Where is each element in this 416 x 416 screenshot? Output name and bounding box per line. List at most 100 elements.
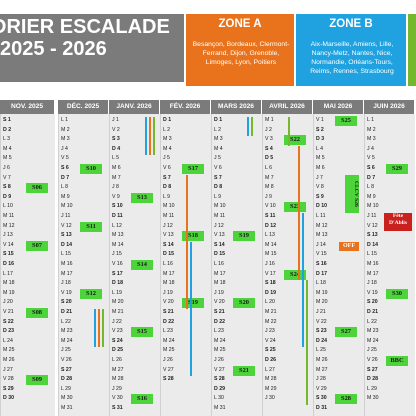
day-cell: S 18 bbox=[265, 280, 276, 287]
day-cell: V 20 bbox=[214, 299, 225, 306]
holiday-bar bbox=[149, 117, 151, 156]
day-cell: D 16 bbox=[3, 261, 14, 267]
month-column-7: L 1 M 2 M 3 J 4 V 5 S 6 D 7 L 8 M 9 M 10 J 11 V 12 S… bbox=[364, 114, 415, 416]
day-cell: D 25 bbox=[112, 347, 123, 354]
day-cell: D 3 bbox=[316, 136, 325, 143]
day-cell: J 12 bbox=[214, 222, 224, 229]
month-header-6: MAI 2026 bbox=[313, 100, 363, 114]
day-cell: M 12 bbox=[3, 222, 15, 229]
day-cell: J 27 bbox=[3, 366, 13, 373]
day-cell: L 23 bbox=[163, 328, 173, 335]
day-cell: D 24 bbox=[316, 337, 327, 344]
day-cell: V 29 bbox=[316, 385, 327, 392]
day-cell: D 14 bbox=[61, 241, 72, 248]
day-cell: J 5 bbox=[163, 155, 170, 162]
day-cell: M 24 bbox=[367, 337, 379, 344]
day-cell: J 22 bbox=[112, 318, 122, 325]
day-cell: S 13 bbox=[367, 232, 378, 239]
day-cell: M 15 bbox=[265, 251, 277, 258]
day-cell: M 16 bbox=[61, 261, 73, 267]
day-cell: J 8 bbox=[112, 184, 119, 191]
day-cell: M 19 bbox=[3, 289, 15, 296]
title-band bbox=[0, 14, 184, 82]
day-cell: V 28 bbox=[3, 376, 14, 383]
holiday-bar bbox=[288, 117, 290, 146]
day-cell: S 21 bbox=[214, 309, 225, 315]
day-cell: V 26 bbox=[61, 357, 72, 363]
holiday-bar bbox=[298, 145, 300, 281]
month-header-5: AVRIL 2026 bbox=[262, 100, 312, 114]
day-cell: V 19 bbox=[61, 289, 72, 296]
day-cell: M 8 bbox=[265, 184, 274, 191]
day-cell: S 27 bbox=[367, 366, 378, 373]
day-cell: L 8 bbox=[61, 184, 69, 191]
day-cell: L 6 bbox=[265, 165, 273, 171]
session-badge: S12 bbox=[80, 288, 102, 299]
day-cell: M 31 bbox=[214, 405, 226, 411]
day-cell: S 30 bbox=[316, 395, 327, 402]
day-cell: M 4 bbox=[3, 145, 12, 152]
day-cell: J 11 bbox=[367, 213, 377, 219]
day-cell: L 24 bbox=[3, 337, 13, 344]
day-cell: M 23 bbox=[367, 328, 379, 335]
day-cell: L 22 bbox=[367, 318, 377, 325]
holiday-bar bbox=[302, 213, 304, 348]
day-cell: M 3 bbox=[367, 136, 376, 143]
day-cell: J 23 bbox=[265, 328, 275, 335]
day-cell: M 13 bbox=[316, 232, 328, 239]
day-cell: M 18 bbox=[163, 280, 175, 287]
day-cell: S 7 bbox=[163, 174, 171, 181]
day-cell: L 29 bbox=[61, 385, 71, 392]
day-cell: J 7 bbox=[316, 174, 323, 181]
holiday-bar bbox=[102, 309, 104, 348]
session-badge: S15 bbox=[131, 327, 153, 338]
day-cell: J 4 bbox=[61, 145, 68, 152]
day-cell: M 1 bbox=[265, 117, 274, 123]
zone-b-panel: ZONE B Aix-Marseille, Amiens, Lille, Nan… bbox=[296, 14, 406, 86]
day-cell: M 10 bbox=[214, 203, 226, 210]
day-cell: J 15 bbox=[112, 251, 122, 258]
day-cell: M 3 bbox=[214, 136, 223, 143]
day-cell: D 7 bbox=[367, 174, 376, 181]
day-cell: S 6 bbox=[367, 165, 375, 171]
day-cell: S 28 bbox=[214, 376, 225, 383]
day-cell: J 18 bbox=[61, 280, 71, 287]
month-column-1: L 1 M 2 M 3 J 4 V 5 S 6 D 7 L 8 M 9 M 10 J 11 V 12 S… bbox=[58, 114, 109, 416]
holiday-bar bbox=[190, 241, 192, 377]
session-badge: S19 bbox=[182, 298, 204, 309]
day-cell: S 25 bbox=[265, 347, 276, 354]
day-cell: S 28 bbox=[163, 376, 174, 383]
zone-a-title: ZONE A bbox=[218, 18, 262, 30]
day-cell: M 6 bbox=[316, 165, 325, 171]
day-cell: J 26 bbox=[214, 357, 224, 363]
day-cell: S 29 bbox=[3, 385, 14, 392]
day-cell: L 30 bbox=[214, 395, 224, 402]
day-cell: M 16 bbox=[367, 261, 379, 267]
day-cell: S 2 bbox=[316, 126, 324, 133]
day-cell: M 12 bbox=[316, 222, 328, 229]
day-cell: L 16 bbox=[163, 261, 173, 267]
day-cell: D 12 bbox=[265, 222, 276, 229]
day-cell: D 2 bbox=[3, 126, 12, 133]
holiday-bar bbox=[306, 280, 308, 405]
day-cell: M 10 bbox=[163, 203, 175, 210]
page-title: DRIER ESCALADE 2025 - 2026 bbox=[0, 16, 170, 60]
day-cell: M 4 bbox=[163, 145, 172, 152]
day-cell: V 27 bbox=[163, 366, 174, 373]
day-cell: V 6 bbox=[163, 165, 171, 171]
day-cell: M 14 bbox=[112, 241, 124, 248]
day-cell: D 14 bbox=[367, 241, 378, 248]
session-badge: S06 bbox=[26, 183, 48, 194]
day-cell: S 1 bbox=[3, 117, 11, 123]
day-cell: M 17 bbox=[163, 270, 175, 277]
day-cell: L 9 bbox=[163, 193, 171, 200]
day-cell: M 11 bbox=[163, 213, 175, 219]
day-cell: D 21 bbox=[61, 309, 72, 315]
day-cell: S 13 bbox=[61, 232, 72, 239]
month-header-2: JANV. 2026 bbox=[109, 100, 159, 114]
day-cell: D 8 bbox=[163, 184, 172, 191]
day-cell: M 22 bbox=[265, 318, 277, 325]
day-cell: S 17 bbox=[112, 270, 123, 277]
day-cell: J 19 bbox=[163, 289, 173, 296]
